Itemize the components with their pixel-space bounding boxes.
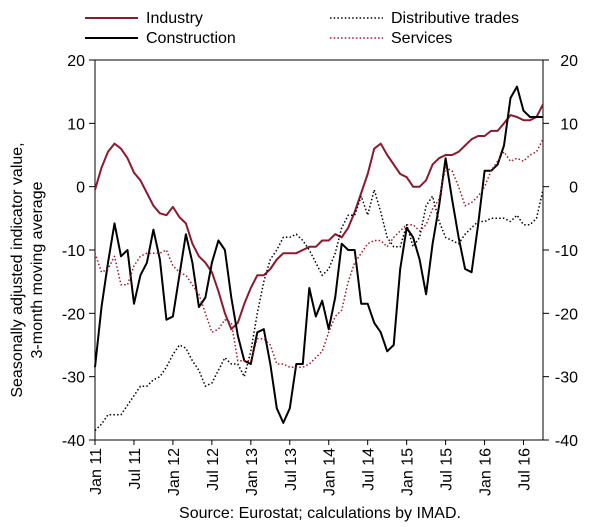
y-tick-label-left: 20 [67, 53, 85, 70]
x-axis: Jan 11 Jul 11 Jan 12 Jul 12 Jan 13 Jul 13 Jan … [88, 440, 534, 496]
y-axis-label-line-1: Seasonally adjusted indicator value, [9, 142, 26, 397]
x-tick-label: Jan 13 [244, 448, 261, 496]
x-tick-label: Jul 11 [127, 448, 144, 490]
y-tick-label-right: -40 [555, 433, 578, 450]
y-tick-label-right: -30 [555, 370, 578, 387]
x-tick-label: Jan 14 [322, 448, 339, 496]
x-tick-label: Jan 11 [88, 448, 105, 495]
y-tick-label-right: 20 [560, 53, 578, 70]
y-tick-label-left: 0 [76, 180, 85, 197]
series-line-distributive-trades [94, 189, 544, 432]
y-tick-label-left: -10 [62, 243, 85, 260]
source-note: Source: Eurostat; calculations by IMAD. [179, 505, 461, 522]
x-tick-label: Jul 14 [361, 448, 378, 491]
y-tick-label-left: -30 [62, 370, 85, 387]
legend: Industry Construction Distributive trades S… [85, 10, 519, 47]
series-line-industry [94, 103, 544, 331]
y-axis-label-line-2: 3-month moving average [29, 181, 46, 358]
series-line-construction [94, 85, 543, 424]
y-tick-label-right: -10 [555, 243, 578, 260]
x-tick-label: Jul 15 [439, 448, 456, 491]
legend-label-industry: Industry [146, 10, 203, 27]
x-tick-label: Jan 16 [478, 448, 495, 496]
series-layer [94, 85, 544, 432]
plot-area-frame [94, 59, 544, 441]
y-tick-label-left: -20 [62, 306, 85, 323]
x-tick-label: Jul 16 [517, 448, 534, 491]
legend-label-construction: Construction [146, 30, 236, 47]
y-tick-label-left: -40 [62, 433, 85, 450]
y-axis-left: -40 -30 -20 -10 0 10 20 [62, 53, 95, 450]
x-tick-label: Jan 15 [400, 448, 417, 496]
series-line-services [94, 138, 544, 368]
legend-label-services: Services [391, 30, 452, 47]
y-tick-label-right: 0 [569, 180, 578, 197]
x-tick-label: Jul 13 [283, 448, 300, 491]
y-tick-label-left: 10 [67, 116, 85, 133]
legend-label-distributive-trades: Distributive trades [391, 10, 519, 27]
x-tick-label: Jan 12 [166, 448, 183, 496]
y-tick-label-right: 10 [560, 116, 578, 133]
y-axis-right: -40 -30 -20 -10 0 10 20 [543, 53, 578, 450]
y-tick-label-right: -20 [555, 306, 578, 323]
x-tick-label: Jul 12 [205, 448, 222, 491]
